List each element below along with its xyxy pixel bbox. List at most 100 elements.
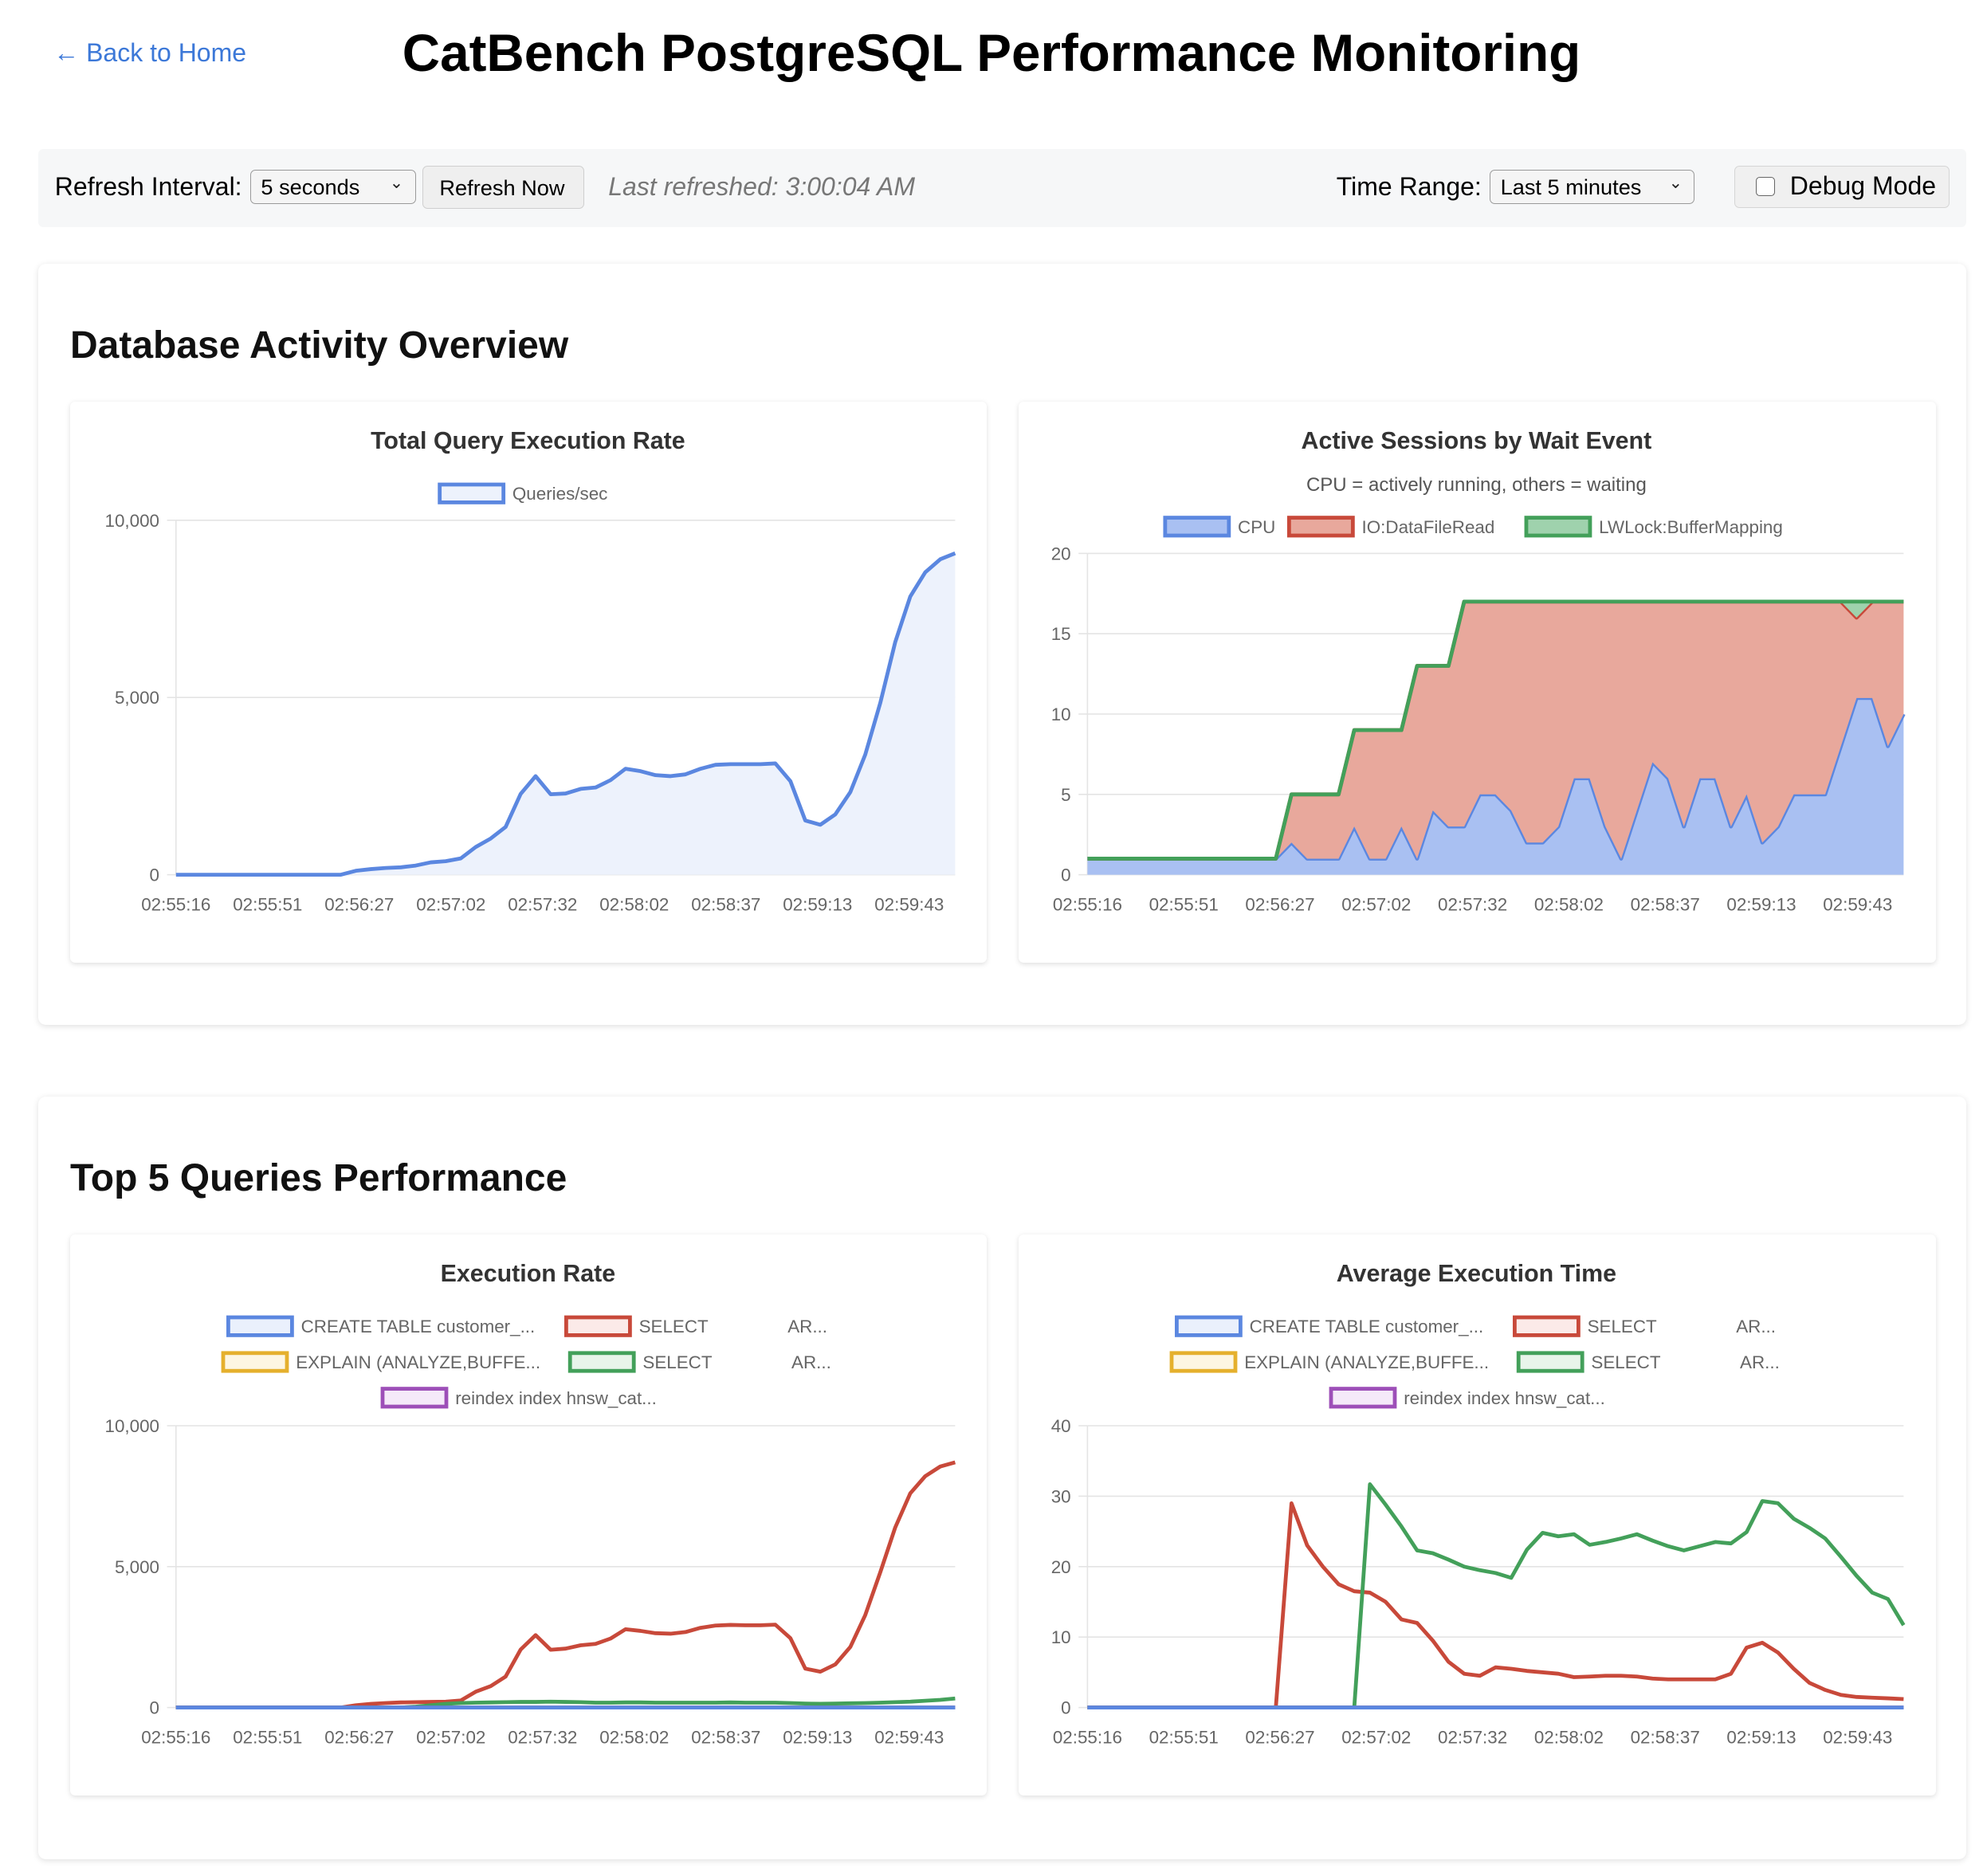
chart-title: Active Sessions by Wait Event (1302, 427, 1652, 454)
x-tick-label: 02:55:16 (141, 894, 210, 914)
section-title-activity: Database Activity Overview (70, 324, 569, 367)
legend-item[interactable]: SELECT AR... (1517, 1351, 1781, 1373)
x-tick-label: 02:55:51 (1149, 1727, 1219, 1747)
series-select-ar- (175, 1460, 956, 1709)
x-tick-label: 02:58:02 (1534, 894, 1604, 914)
x-tick-label: 02:55:51 (233, 894, 302, 914)
back-to-home-link[interactable]: ← Back to Home (53, 38, 247, 67)
series-line (1087, 599, 1904, 861)
legend-label: IO:DataFileRead (1362, 517, 1495, 537)
legend-label: CREATE TABLE customer_... (1250, 1317, 1484, 1336)
series-lwlock-buffermapping (1087, 599, 1904, 861)
series-area (175, 553, 956, 875)
legend-swatch (380, 1386, 449, 1409)
legend-item[interactable]: SELECT AR... (567, 1351, 831, 1373)
page-title: CatBench PostgreSQL Performance Monitori… (402, 23, 1581, 82)
series-line (175, 1460, 956, 1709)
y-tick-label: 10,000 (105, 1416, 159, 1436)
y-tick-label: 10 (1051, 704, 1071, 724)
y-tick-label: 0 (150, 865, 159, 885)
refresh-now-button[interactable]: Refresh Now (422, 165, 584, 210)
series-line (1087, 1501, 1904, 1709)
legend-item[interactable]: CPU (1163, 516, 1276, 538)
time-range-select[interactable]: Last 5 minutes ⌄ (1489, 169, 1695, 204)
legend-swatch (1513, 1315, 1581, 1337)
legend-item[interactable]: EXPLAIN (ANALYZE,BUFFE... (1169, 1351, 1490, 1373)
y-tick-label: 20 (1051, 544, 1071, 563)
debug-mode-checkbox[interactable] (1755, 176, 1775, 196)
x-tick-label: 02:58:37 (1631, 1727, 1700, 1747)
legend-swatch (564, 1315, 632, 1337)
x-tick-label: 02:55:16 (1053, 1727, 1122, 1747)
y-tick-label: 5 (1062, 785, 1071, 805)
legend-label: LWLock:BufferMapping (1600, 517, 1784, 537)
x-tick-label: 02:55:51 (233, 1727, 302, 1747)
legend-label: reindex index hnsw_cat... (1404, 1388, 1606, 1408)
legend-label: SELECT AR... (1588, 1317, 1776, 1336)
legend-item[interactable]: reindex index hnsw_cat... (380, 1386, 657, 1409)
legend-item[interactable]: SELECT AR... (564, 1315, 827, 1337)
chevron-down-icon: ⌄ (1668, 173, 1683, 192)
legend-item[interactable]: Queries/sec (438, 482, 608, 504)
legend-item[interactable]: EXPLAIN (ANALYZE,BUFFE... (221, 1351, 540, 1373)
legend-item[interactable]: LWLock:BufferMapping (1524, 516, 1784, 538)
legend-item[interactable]: IO:DataFileRead (1287, 516, 1495, 538)
y-tick-label: 5,000 (115, 688, 159, 708)
series-select-ar- (1087, 1501, 1904, 1709)
chart-title: Average Execution Time (1337, 1260, 1616, 1287)
chart-subtitle: CPU = actively running, others = waiting (1306, 474, 1647, 496)
x-tick-label: 02:59:13 (1727, 894, 1796, 914)
series-select-ar- (1087, 1482, 1906, 1709)
debug-mode-toggle[interactable]: Debug Mode (1734, 165, 1950, 208)
x-tick-label: 02:56:27 (324, 894, 394, 914)
x-tick-label: 02:57:32 (508, 894, 577, 914)
legend-swatch (1517, 1351, 1584, 1373)
execution-rate-card: Execution Rate CREATE TABLE customer_... S… (70, 1234, 988, 1796)
average-execution-time-chart: Average Execution Time CREATE TABLE custo… (1051, 1260, 1906, 1747)
legend-item[interactable]: reindex index hnsw_cat... (1329, 1386, 1606, 1409)
legend-item[interactable]: CREATE TABLE customer_... (1175, 1315, 1484, 1337)
y-tick-label: 30 (1051, 1486, 1071, 1506)
legend-item[interactable]: CREATE TABLE customer_... (226, 1315, 536, 1337)
total-query-rate-chart: Total Query Execution Rate Queries/sec 0 5,… (105, 427, 956, 914)
x-tick-label: 02:58:02 (599, 894, 669, 914)
legend-label: CREATE TABLE customer_... (301, 1317, 536, 1336)
legend-label: SELECT AR... (639, 1317, 827, 1336)
refresh-interval-value: 5 seconds (261, 174, 360, 199)
x-tick-label: 02:57:32 (1438, 894, 1507, 914)
x-tick-label: 02:58:02 (599, 1727, 669, 1747)
chart-title: Total Query Execution Rate (371, 427, 685, 454)
series-area (1087, 601, 1904, 859)
legend-swatch (1169, 1351, 1238, 1373)
series-queries-sec (175, 551, 956, 877)
active-sessions-chart: Active Sessions by Wait Event CPU = activ… (1051, 427, 1906, 914)
database-activity-section: Database Activity Overview Total Query E… (38, 264, 1967, 1026)
control-bar: Refresh Interval: 5 seconds ⌄ Refresh No… (38, 149, 1967, 227)
x-tick-label: 02:59:13 (783, 1727, 852, 1747)
x-tick-label: 02:57:02 (416, 894, 485, 914)
y-tick-label: 0 (1062, 865, 1071, 885)
x-tick-label: 02:55:16 (141, 1727, 210, 1747)
x-tick-label: 02:58:02 (1534, 1727, 1604, 1747)
x-tick-label: 02:59:13 (1727, 1727, 1796, 1747)
legend-swatch (1524, 516, 1592, 538)
x-tick-label: 02:59:43 (874, 894, 944, 914)
x-tick-label: 02:58:37 (691, 1727, 760, 1747)
y-tick-label: 10,000 (105, 511, 159, 531)
legend-label: Queries/sec (512, 484, 607, 504)
legend-item[interactable]: SELECT AR... (1513, 1315, 1777, 1337)
time-range-value: Last 5 minutes (1500, 174, 1642, 199)
refresh-interval-select[interactable]: 5 seconds ⌄ (249, 169, 416, 204)
x-tick-label: 02:55:16 (1053, 894, 1122, 914)
y-tick-label: 0 (150, 1697, 159, 1717)
section-title-queries: Top 5 Queries Performance (70, 1157, 567, 1200)
legend-swatch (1287, 516, 1356, 538)
y-tick-label: 40 (1051, 1416, 1071, 1436)
refresh-interval-label: Refresh Interval: (54, 171, 242, 201)
x-tick-label: 02:56:27 (1246, 1727, 1315, 1747)
legend-swatch (226, 1315, 294, 1337)
legend-label: CPU (1238, 517, 1275, 537)
x-tick-label: 02:57:02 (416, 1727, 485, 1747)
x-tick-label: 02:57:02 (1342, 894, 1412, 914)
average-execution-time-card: Average Execution Time CREATE TABLE custo… (1019, 1234, 1936, 1796)
